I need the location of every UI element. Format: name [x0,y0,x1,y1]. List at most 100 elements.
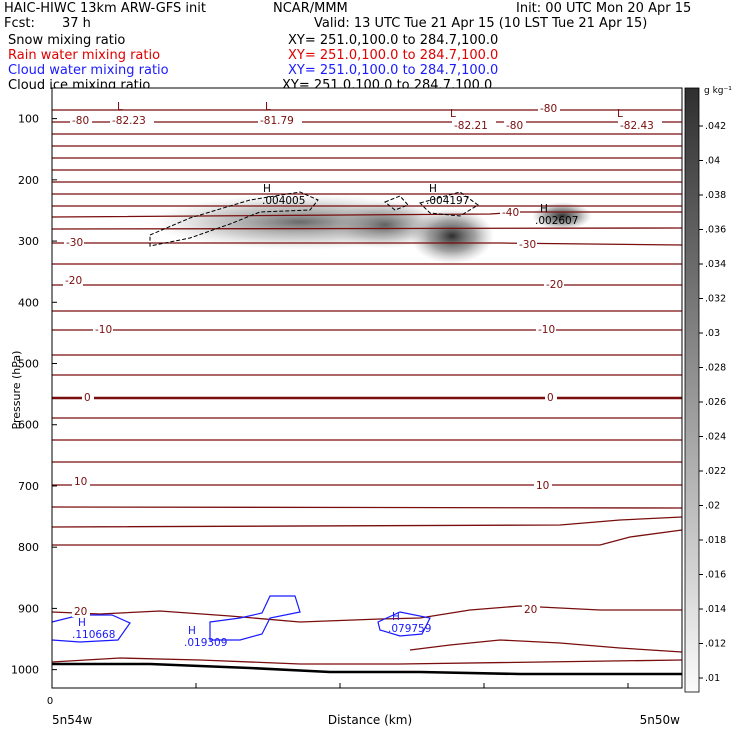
low-mark: L [265,101,271,113]
low-value: -82.43 [620,120,654,132]
colorbar-tick-label: .028 [705,363,726,374]
cw-max-mark: H [78,617,86,629]
temp-label: -80 [540,103,557,115]
colorbar [684,87,700,693]
cw-max-value: .019309 [184,637,227,649]
colorbar-tick-label: .02 [705,501,720,512]
snow-max-value: .004005 [262,195,305,207]
temp-label: -20 [63,275,83,287]
temp-label: 0 [82,392,94,404]
colorbar-tick-labels: .042 .04 .038 .036 .034 .032 .03 .028 .026 .024 .0… [699,121,726,684]
svg-text:-30: -30 [66,237,83,249]
temp-label: -10 [93,324,113,336]
y-axis: 100 200 300 400 500 600 700 800 900 1000 [11,113,57,677]
colorbar-tick-label: .042 [705,121,726,132]
svg-text:-20: -20 [546,279,563,291]
x-axis [195,683,629,688]
low-value: -81.79 [260,115,294,127]
low-mark: L [450,108,456,120]
snow-max-value: .004197 [426,195,469,207]
field-name-snow: Snow mixing ratio [8,33,126,48]
temp-label: 20 [72,606,90,618]
colorbar-unit: g kg⁻¹ [704,86,732,96]
low-value: -82.23 [112,115,146,127]
y-axis-label: Pressure (hPa) [10,351,23,430]
low-value: -82.21 [454,120,488,132]
snow-max-value: .002607 [535,215,578,227]
low-mark: L [617,108,623,120]
svg-text:0: 0 [547,392,554,404]
svg-text:10: 10 [74,476,87,488]
svg-text:-10: -10 [95,324,112,336]
temp-label: 10 [72,476,90,488]
field-name-cloud-water: Cloud water mixing ratio [8,63,169,78]
temp-label: -30 [517,239,537,251]
y-tick-label: 600 [18,419,39,432]
colorbar-tick-label: .012 [705,639,726,650]
y-tick-label: 1000 [11,664,39,677]
svg-text:0: 0 [84,392,91,404]
colorbar-tick-label: .022 [705,466,726,477]
colorbar-tick-label: .038 [705,190,726,201]
temperature-contours [51,109,683,665]
valid-time: Valid: 13 UTC Tue 21 Apr 15 (10 LST Tue … [314,16,648,31]
colorbar-tick-label: .018 [705,535,726,546]
terrain-line [52,662,682,676]
cw-max-mark: H [188,625,196,637]
temp-label: 20 [522,604,540,616]
svg-text:-10: -10 [538,324,555,336]
field-name-rain: Rain water mixing ratio [8,48,161,63]
y-tick-label: 400 [18,296,39,309]
snow-max-mark: H [263,183,271,195]
snow-max-mark: H [429,183,437,195]
y-tick-label: 500 [18,358,39,371]
field-xy-cloud-water: XY= 251.0,100.0 to 284.7,100.0 [288,63,499,78]
svg-text:-40: -40 [502,207,519,219]
colorbar-tick-label: .034 [705,259,726,270]
y-tick-label: 200 [18,174,39,187]
snow-maxima-labels: H .004005 H .004197 H .002607 [262,183,578,227]
model-title: HAIC-HIWC 13km ARW-GFS init [4,1,206,16]
svg-text:-80: -80 [72,115,89,127]
temp-label: -10 [536,324,556,336]
colorbar-tick-label: .01 [705,673,720,684]
temp-label: -80 [70,115,92,127]
fcst-value: 37 h [62,16,91,31]
org-label: NCAR/MMM [273,1,348,16]
temp-label: 0 [545,392,557,404]
colorbar-tick-label: .026 [705,397,726,408]
svg-text:20: 20 [524,604,537,616]
snow-contours [149,191,479,247]
temp-label: -20 [544,279,564,291]
colorbar-tick-label: .014 [705,604,726,615]
colorbar-tick-label: .032 [705,294,726,305]
x-axis-label: Distance (km) [328,713,412,727]
cloud-water-maxima-labels: H .110668 H .019309 H .079759 [72,611,431,649]
y-tick-label: 900 [18,602,39,615]
temp-label: -40 [500,207,520,219]
plot-frame [51,87,683,689]
svg-text:-20: -20 [65,275,82,287]
y-tick-label: 300 [18,235,39,248]
svg-text:20: 20 [74,606,87,618]
low-labels: L -82.23 L -81.79 L -82.21 L -82.43 -80 … [110,101,662,132]
fcst-label: Fcst: [4,16,35,31]
field-xy-rain: XY= 251.0,100.0 to 284.7,100.0 [288,48,499,63]
x-end-label: 5n50w [640,713,681,727]
x-start-tick-label: 0 [47,696,53,707]
svg-text:-30: -30 [519,239,536,251]
y-tick-label: 800 [18,541,39,554]
cw-max-value: .110668 [72,629,115,641]
temp-label: -30 [64,237,84,249]
snow-max-mark: H [540,203,548,215]
temp-label: 10 [534,480,552,492]
init-time: Init: 00 UTC Mon 20 Apr 15 [516,1,692,16]
cw-max-value: .079759 [388,623,431,635]
colorbar-tick-label: .036 [705,225,726,236]
svg-text:10: 10 [536,480,549,492]
field-xy-snow: XY= 251.0,100.0 to 284.7,100.0 [288,33,499,48]
colorbar-tick-label: .04 [705,156,720,167]
colorbar-tick-label: .024 [705,432,726,443]
plot-area [52,88,682,688]
